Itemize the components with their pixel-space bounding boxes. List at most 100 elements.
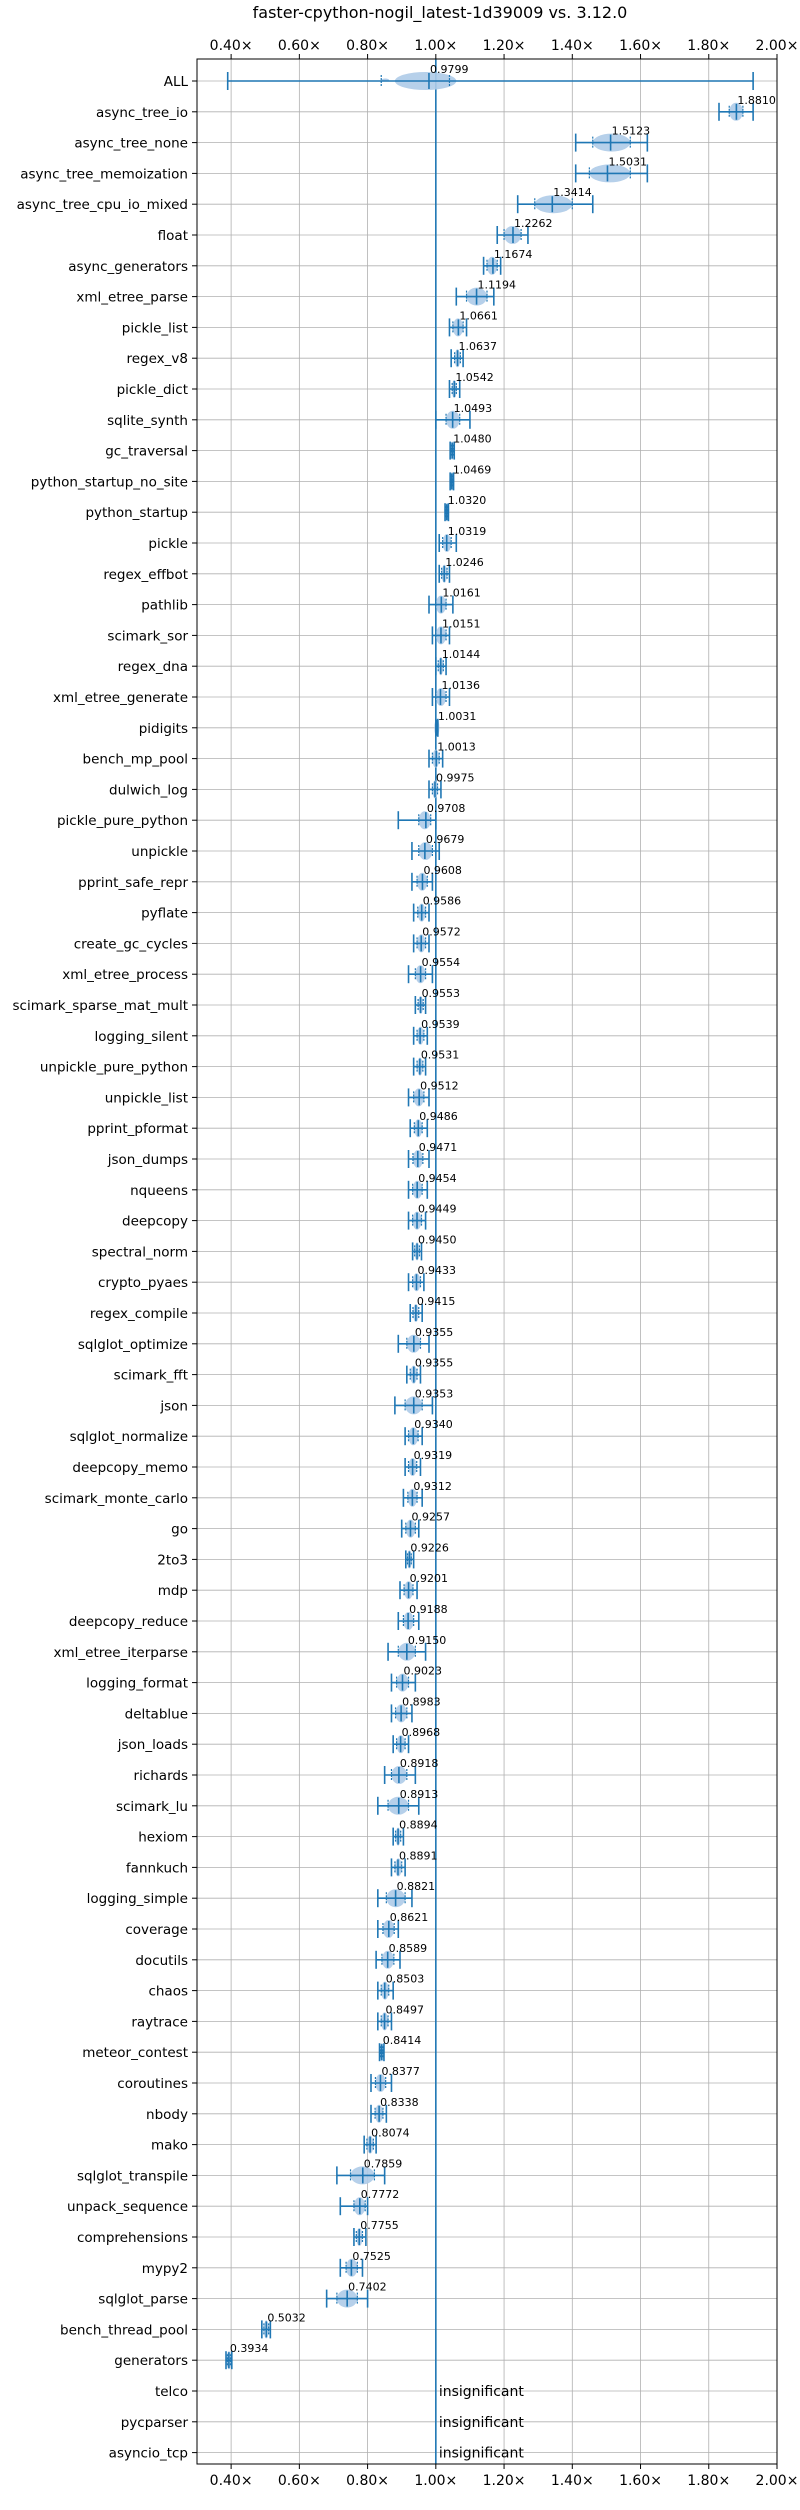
x-tick-label-top: 1.00× bbox=[414, 38, 457, 54]
value-label: 0.9433 bbox=[417, 1264, 456, 1277]
value-label: 1.0144 bbox=[442, 648, 481, 661]
y-tick-label: logging_format bbox=[86, 1676, 188, 1692]
value-label: 0.9679 bbox=[426, 833, 465, 846]
y-tick-label: unpickle_pure_python bbox=[40, 1060, 188, 1076]
y-tick-label: python_startup_no_site bbox=[31, 474, 188, 490]
value-label: 0.9471 bbox=[419, 1141, 458, 1154]
value-label: 0.9486 bbox=[419, 1110, 458, 1123]
y-tick-label: regex_effbot bbox=[103, 567, 188, 583]
y-tick-label: xml_etree_iterparse bbox=[54, 1645, 189, 1661]
y-tick-label: mako bbox=[151, 2138, 188, 2154]
y-tick-label: 2to3 bbox=[157, 1552, 188, 1568]
value-label: 0.9454 bbox=[418, 1172, 457, 1185]
y-tick-label: nqueens bbox=[130, 1183, 188, 1199]
value-label: 0.8414 bbox=[383, 2034, 422, 2047]
value-label: 0.9608 bbox=[423, 864, 462, 877]
y-tick-label: pprint_pformat bbox=[87, 1121, 188, 1137]
value-label: 0.9319 bbox=[414, 1449, 453, 1462]
y-tick-label: pprint_safe_repr bbox=[78, 875, 188, 891]
value-label: 0.7772 bbox=[361, 2188, 400, 2201]
value-label: 1.2262 bbox=[514, 217, 553, 230]
x-tick-label-top: 0.40× bbox=[210, 38, 253, 54]
y-tick-label: deepcopy bbox=[122, 1214, 188, 1230]
value-label: 0.9572 bbox=[422, 925, 461, 938]
y-tick-label: sqlglot_parse bbox=[98, 2292, 188, 2308]
value-label: 0.7859 bbox=[364, 2157, 403, 2170]
axis-layer: 0.40× 0.40× 0.60× 0.60× 0.80× 0.80× 1.00× 1.00×… bbox=[13, 38, 799, 2489]
x-tick-label-bottom: 1.00× bbox=[414, 2473, 457, 2489]
value-label: 0.9257 bbox=[411, 1511, 450, 1524]
y-tick-label: json bbox=[159, 1398, 188, 1414]
value-label: 0.9355 bbox=[415, 1357, 454, 1370]
y-tick-label: scimark_fft bbox=[114, 1368, 188, 1384]
value-label: 0.9355 bbox=[415, 1326, 454, 1339]
value-label: 0.9553 bbox=[422, 987, 461, 1000]
x-tick-label-top: 0.60× bbox=[278, 38, 321, 54]
y-tick-label: sqlite_synth bbox=[107, 413, 188, 429]
y-tick-label: deltablue bbox=[125, 1706, 188, 1722]
value-label: 0.9512 bbox=[420, 1079, 459, 1092]
y-tick-label: spectral_norm bbox=[92, 1244, 188, 1260]
x-tick-label-top: 0.80× bbox=[346, 38, 389, 54]
x-tick-label-bottom: 0.80× bbox=[346, 2473, 389, 2489]
value-label: 1.0542 bbox=[455, 371, 494, 384]
value-label: 1.0493 bbox=[454, 402, 493, 415]
y-tick-label: pickle bbox=[148, 536, 188, 552]
x-tick-label-bottom: 1.40× bbox=[551, 2473, 594, 2489]
value-label: 1.3414 bbox=[553, 186, 592, 199]
y-tick-label: logging_simple bbox=[87, 1891, 188, 1907]
value-label: 0.9150 bbox=[408, 1634, 447, 1647]
y-tick-label: async_tree_cpu_io_mixed bbox=[17, 197, 188, 213]
y-tick-label: chaos bbox=[148, 1984, 188, 2000]
value-label: 0.9226 bbox=[410, 1541, 449, 1554]
y-tick-label: deepcopy_memo bbox=[72, 1460, 188, 1476]
value-label: 0.9799 bbox=[430, 63, 469, 76]
y-tick-label: deepcopy_reduce bbox=[69, 1614, 188, 1630]
y-tick-label: logging_silent bbox=[95, 1029, 188, 1045]
grid-layer bbox=[197, 59, 778, 2464]
y-tick-label: xml_etree_generate bbox=[53, 690, 188, 706]
y-tick-label: pycparser bbox=[121, 2415, 189, 2431]
y-tick-label: bench_thread_pool bbox=[60, 2322, 188, 2338]
value-label: 0.9353 bbox=[415, 1387, 454, 1400]
value-label: 0.8821 bbox=[397, 1880, 436, 1893]
value-label: 0.9554 bbox=[422, 956, 461, 969]
y-tick-label: docutils bbox=[135, 1953, 188, 1969]
y-tick-label: json_dumps bbox=[107, 1152, 188, 1168]
y-tick-label: unpack_sequence bbox=[67, 2199, 188, 2215]
value-label: 0.8589 bbox=[389, 1942, 428, 1955]
value-label: 0.5032 bbox=[267, 2311, 306, 2324]
y-tick-label: pyflate bbox=[141, 906, 188, 922]
y-tick-label: ALL bbox=[164, 74, 189, 90]
value-label: 1.0469 bbox=[453, 463, 492, 476]
y-tick-label: scimark_monte_carlo bbox=[45, 1491, 188, 1507]
value-label: 0.8377 bbox=[381, 2065, 420, 2078]
value-label: 0.9531 bbox=[421, 1049, 460, 1062]
x-tick-label-bottom: 0.40× bbox=[210, 2473, 253, 2489]
y-tick-label: coverage bbox=[125, 1922, 188, 1938]
value-label: 0.9708 bbox=[427, 802, 466, 815]
y-tick-label: unpickle bbox=[131, 844, 188, 860]
value-label: 1.0151 bbox=[442, 617, 481, 630]
y-tick-label: async_tree_memoization bbox=[20, 166, 188, 182]
value-label: 0.8983 bbox=[402, 1695, 441, 1708]
value-label: 1.0480 bbox=[453, 433, 492, 446]
value-label: 1.0161 bbox=[442, 587, 481, 600]
insignificant-label: insignificant bbox=[439, 2446, 525, 2462]
y-tick-label: xml_etree_parse bbox=[76, 290, 188, 306]
x-tick-label-top: 1.80× bbox=[687, 38, 730, 54]
value-label: 0.7402 bbox=[348, 2281, 387, 2294]
value-label: 0.9188 bbox=[409, 1603, 448, 1616]
value-label: 1.1674 bbox=[494, 248, 533, 261]
y-tick-label: generators bbox=[114, 2353, 188, 2369]
label-layer: 0.9799 1.8810 1.5123 1.5031 1.3414 1.2262 1.16… bbox=[230, 63, 776, 2462]
y-tick-label: regex_v8 bbox=[126, 351, 188, 367]
y-tick-label: comprehensions bbox=[77, 2230, 188, 2246]
insignificant-label: insignificant bbox=[439, 2415, 525, 2431]
value-label: 0.8894 bbox=[399, 1819, 438, 1832]
value-label: 0.8074 bbox=[371, 2127, 410, 2140]
y-tick-label: python_startup bbox=[85, 505, 188, 521]
value-label: 1.0637 bbox=[459, 340, 498, 353]
y-tick-label: crypto_pyaes bbox=[98, 1275, 188, 1291]
y-tick-label: unpickle_list bbox=[105, 1090, 188, 1106]
